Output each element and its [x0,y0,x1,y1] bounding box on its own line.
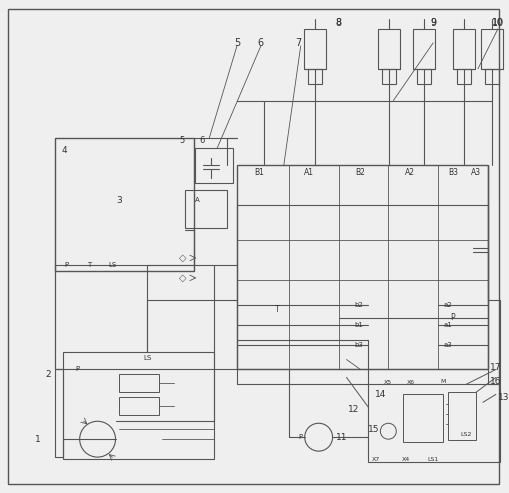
Bar [382,69,397,84]
Text: X5: X5 [384,380,392,385]
Text: A: A [195,197,200,203]
Text: B3: B3 [448,168,458,177]
Text: M: M [440,379,446,384]
Text: 8: 8 [335,18,342,28]
Text: P: P [76,366,80,373]
Text: LS2: LS2 [460,432,472,437]
Text: 14: 14 [375,390,386,399]
Text: a2: a2 [444,302,453,308]
Text: 6: 6 [199,136,205,145]
Text: B2: B2 [355,168,365,177]
Text: P: P [65,262,69,268]
Bar [185,190,227,228]
Bar [120,375,159,392]
Bar [413,29,435,69]
Text: X7: X7 [372,457,381,461]
Bar [481,29,503,69]
Bar [417,69,431,84]
Text: 10: 10 [492,18,503,28]
Text: 10: 10 [492,18,504,28]
Bar [237,165,488,369]
Text: 17: 17 [490,363,502,372]
Bar [378,29,400,69]
Bar [457,69,471,84]
Text: T: T [274,305,279,314]
Text: T: T [88,262,92,268]
Bar [63,352,214,459]
Bar [453,29,475,69]
Text: 9: 9 [430,18,436,28]
Bar [448,392,476,440]
Bar [307,69,322,84]
Bar [369,385,500,462]
Text: 16: 16 [490,377,502,386]
Bar [120,397,159,415]
Text: b3: b3 [354,342,363,348]
Bar [485,69,499,84]
Text: ◇: ◇ [179,273,186,283]
Text: P: P [451,313,456,322]
Text: 12: 12 [348,405,359,414]
Bar [237,205,488,369]
Bar [55,139,194,271]
Text: 3: 3 [117,196,122,205]
Text: b2: b2 [354,302,363,308]
Text: 9: 9 [430,18,436,28]
Text: 2: 2 [45,370,50,379]
Text: 13: 13 [498,393,509,402]
Text: X4: X4 [402,457,410,461]
Text: A3: A3 [471,168,481,177]
Text: X6: X6 [407,380,415,385]
Text: 1: 1 [35,435,41,444]
Text: A1: A1 [304,168,314,177]
Text: LS: LS [108,262,117,268]
Text: a1: a1 [444,321,453,328]
Text: LS: LS [143,354,152,360]
Text: 7: 7 [296,38,302,48]
Text: 11: 11 [336,433,347,442]
Bar [304,29,326,69]
Text: B1: B1 [254,168,264,177]
Text: b1: b1 [354,321,363,328]
Text: 4: 4 [62,146,68,155]
Text: LS1: LS1 [428,457,439,461]
Text: a3: a3 [444,342,453,348]
Text: ◇: ◇ [179,253,186,263]
Text: 15: 15 [367,424,379,434]
Text: A2: A2 [405,168,415,177]
Bar [403,394,443,442]
Bar [195,148,233,183]
Text: 8: 8 [335,18,342,28]
Text: 5: 5 [180,136,185,145]
Text: 5: 5 [234,38,240,48]
Text: P: P [299,434,303,440]
Text: 6: 6 [258,38,264,48]
